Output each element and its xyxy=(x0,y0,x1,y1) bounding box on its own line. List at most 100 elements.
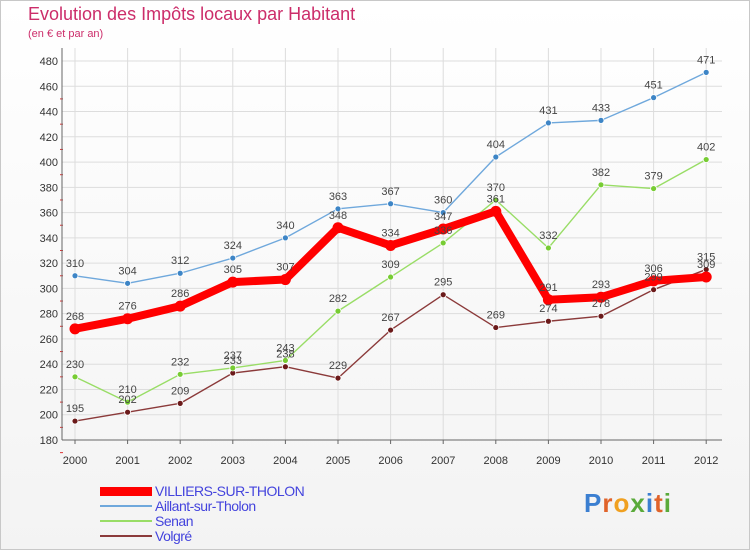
data-point xyxy=(702,156,710,163)
logo-letter: r xyxy=(602,488,614,518)
x-tick-label: 2001 xyxy=(115,455,139,467)
y-tick-label: 340 xyxy=(40,233,58,245)
data-label: 360 xyxy=(434,195,452,207)
data-point xyxy=(650,286,657,294)
data-point xyxy=(334,205,342,213)
axes: 180 200 220 240 260 280 300 320 340 360 380 400 420 4… xyxy=(40,48,722,467)
data-point xyxy=(332,222,344,234)
legend-swatch-villiers xyxy=(100,487,152,496)
data-label: 278 xyxy=(592,298,610,310)
data-label: 282 xyxy=(329,293,347,305)
data-label: 348 xyxy=(329,210,347,222)
data-label: 232 xyxy=(171,356,189,368)
x-tick-label: 2005 xyxy=(326,455,350,467)
y-tick-label: 180 xyxy=(40,435,58,447)
y-tick-label: 200 xyxy=(40,410,58,422)
data-label: 334 xyxy=(381,227,399,239)
data-point xyxy=(281,234,289,242)
data-point xyxy=(124,398,131,406)
data-label: 471 xyxy=(697,54,715,66)
data-point xyxy=(439,209,447,217)
logo-letter: o xyxy=(613,488,631,518)
x-tick-label: 2004 xyxy=(273,455,297,467)
data-point xyxy=(229,364,237,372)
y-tick-label: 280 xyxy=(40,309,58,321)
data-point xyxy=(545,119,552,127)
data-label: 229 xyxy=(329,360,347,372)
data-label: 238 xyxy=(276,349,294,361)
data-point xyxy=(281,357,289,364)
data-point xyxy=(492,324,500,331)
y-tick-label: 220 xyxy=(40,384,58,396)
data-label: 237 xyxy=(224,350,242,362)
legend-swatch-aillant xyxy=(100,505,152,507)
data-point xyxy=(387,200,395,208)
data-label: 210 xyxy=(118,384,136,396)
data-label: 332 xyxy=(539,230,557,242)
y-tick-label: 260 xyxy=(40,334,58,346)
legend-swatch-senan xyxy=(100,520,152,522)
data-label: 312 xyxy=(171,255,189,267)
logo-letter: x xyxy=(630,488,646,518)
data-label: 340 xyxy=(276,220,294,232)
data-point xyxy=(650,185,657,192)
data-point xyxy=(650,94,657,102)
data-label: 306 xyxy=(644,263,662,275)
data-point xyxy=(122,313,134,325)
x-tick-label: 2003 xyxy=(221,455,245,467)
x-tick-label: 2006 xyxy=(378,455,402,467)
data-label: 309 xyxy=(381,259,399,271)
legend-swatch-volgre xyxy=(100,535,152,537)
data-label: 305 xyxy=(224,264,242,276)
logo-letter: P xyxy=(584,488,603,518)
data-point xyxy=(174,300,186,312)
data-label: 315 xyxy=(697,251,715,263)
logo-letter: i xyxy=(663,488,672,518)
data-point xyxy=(597,312,605,320)
data-label: 370 xyxy=(487,182,505,194)
data-label: 268 xyxy=(66,311,84,323)
data-label: 293 xyxy=(592,279,610,291)
data-label: 382 xyxy=(592,167,610,179)
data-label: 195 xyxy=(66,403,84,415)
legend-label-senan: Senan xyxy=(155,513,193,529)
data-label: 367 xyxy=(381,186,399,198)
y-tick-label: 480 xyxy=(40,56,58,68)
y-tick-label: 400 xyxy=(40,157,58,169)
y-tick-label: 380 xyxy=(40,182,58,194)
data-label: 379 xyxy=(644,171,662,183)
chart-subtitle: (en € et par an) xyxy=(28,28,104,40)
data-label: 243 xyxy=(276,342,294,354)
proxiti-logo: Proxiti xyxy=(584,488,672,519)
chart-title: Evolution des Impôts locaux par Habitant xyxy=(28,4,356,24)
data-point xyxy=(492,153,500,161)
data-label: 451 xyxy=(644,80,662,92)
data-label: 361 xyxy=(487,193,505,205)
x-tick-label: 2012 xyxy=(694,455,718,467)
data-label: 402 xyxy=(697,142,715,154)
x-tick-label: 2008 xyxy=(484,455,508,467)
data-point xyxy=(648,275,660,287)
logo-letter: t xyxy=(654,488,664,518)
data-label: 230 xyxy=(66,359,84,371)
data-point xyxy=(279,274,291,286)
data-label: 307 xyxy=(276,262,294,274)
data-point xyxy=(124,408,131,416)
y-tick-label: 320 xyxy=(40,258,58,270)
data-point xyxy=(176,370,184,378)
data-label: 202 xyxy=(118,394,136,406)
data-label: 299 xyxy=(644,272,662,284)
data-point xyxy=(334,374,342,382)
y-tick-label: 460 xyxy=(40,81,58,93)
data-label: 310 xyxy=(66,258,84,270)
data-label: 324 xyxy=(224,240,242,252)
data-point xyxy=(69,323,81,335)
data-point xyxy=(281,363,289,371)
data-label: 433 xyxy=(592,102,610,114)
data-label: 431 xyxy=(539,105,557,117)
legend-label-volgre: Volgré xyxy=(155,528,192,544)
data-label: 309 xyxy=(697,259,715,271)
data-label: 286 xyxy=(171,288,189,300)
data-point xyxy=(492,196,500,204)
